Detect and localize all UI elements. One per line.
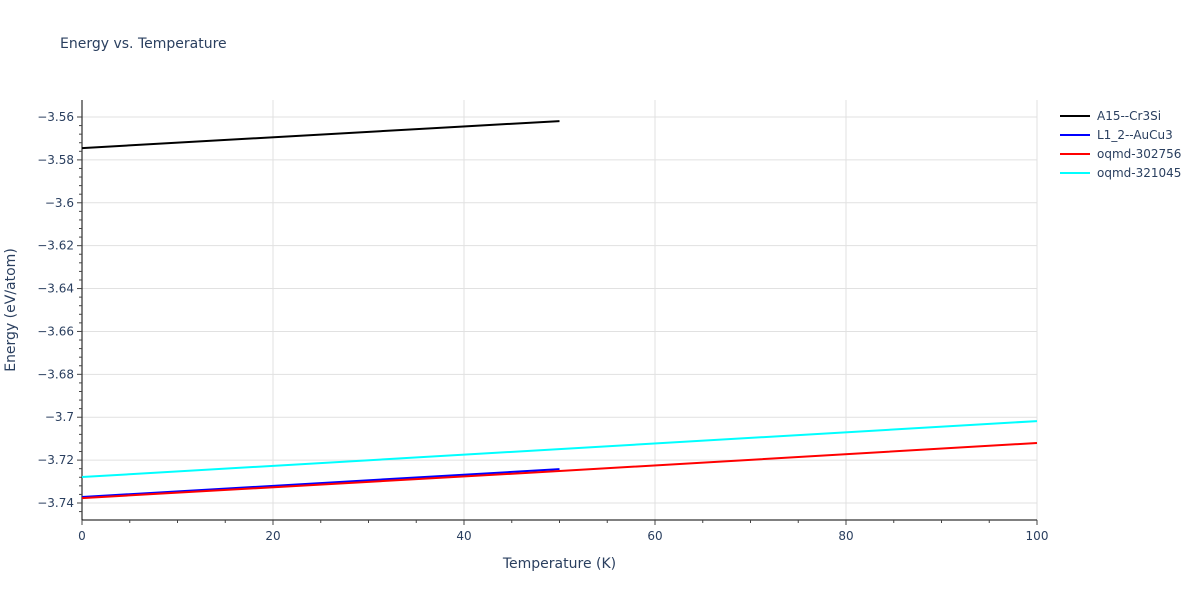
legend-swatch-icon bbox=[1060, 133, 1090, 136]
y-tick-label: −3.66 bbox=[37, 324, 74, 338]
legend-label: A15--Cr3Si bbox=[1097, 108, 1162, 123]
x-tick-label: 40 bbox=[456, 529, 471, 543]
series-line-oqmd-302756[interactable] bbox=[81, 441, 1038, 500]
x-tick-label: 100 bbox=[1026, 529, 1049, 543]
series-line-A15--Cr3Si[interactable] bbox=[81, 120, 560, 150]
y-axis-title: Energy (eV/atom) bbox=[3, 248, 19, 372]
x-tick-label: 20 bbox=[265, 529, 280, 543]
y-tick-label: −3.58 bbox=[37, 153, 74, 167]
legend-item[interactable]: oqmd-321045 bbox=[1060, 163, 1181, 182]
x-tick-label: 0 bbox=[78, 529, 86, 543]
y-tick-label: −3.74 bbox=[37, 496, 74, 510]
y-tick-label: −3.7 bbox=[45, 410, 74, 424]
y-tick-label: −3.56 bbox=[37, 110, 74, 124]
x-tick-label: 60 bbox=[647, 529, 662, 543]
x-axis-title: Temperature (K) bbox=[502, 556, 616, 572]
y-tick-label: −3.6 bbox=[45, 196, 74, 210]
legend-label: oqmd-321045 bbox=[1097, 165, 1182, 180]
legend-item[interactable]: L1_2--AuCu3 bbox=[1060, 125, 1181, 144]
legend-swatch-icon bbox=[1060, 152, 1090, 155]
legend-label: oqmd-302756 bbox=[1097, 146, 1182, 161]
y-tick-label: −3.68 bbox=[37, 367, 74, 381]
legend-swatch-icon bbox=[1060, 171, 1090, 174]
series-line-L1_2--AuCu3[interactable] bbox=[81, 468, 560, 498]
x-tick-label: 80 bbox=[838, 529, 853, 543]
y-tick-label: −3.64 bbox=[37, 282, 74, 296]
legend-swatch-icon bbox=[1060, 114, 1090, 117]
gridlines bbox=[82, 100, 1038, 520]
legend: A15--Cr3Si L1_2--AuCu3 oqmd-302756 oqmd-321… bbox=[1060, 106, 1181, 182]
chart-title: Energy vs. Temperature bbox=[60, 36, 227, 52]
legend-label: L1_2--AuCu3 bbox=[1097, 127, 1173, 142]
series-line-oqmd-321045[interactable] bbox=[81, 420, 1038, 479]
legend-item[interactable]: A15--Cr3Si bbox=[1060, 106, 1181, 125]
legend-item[interactable]: oqmd-302756 bbox=[1060, 144, 1181, 163]
y-tick-label: −3.72 bbox=[37, 453, 74, 467]
y-tick-label: −3.62 bbox=[37, 239, 74, 253]
